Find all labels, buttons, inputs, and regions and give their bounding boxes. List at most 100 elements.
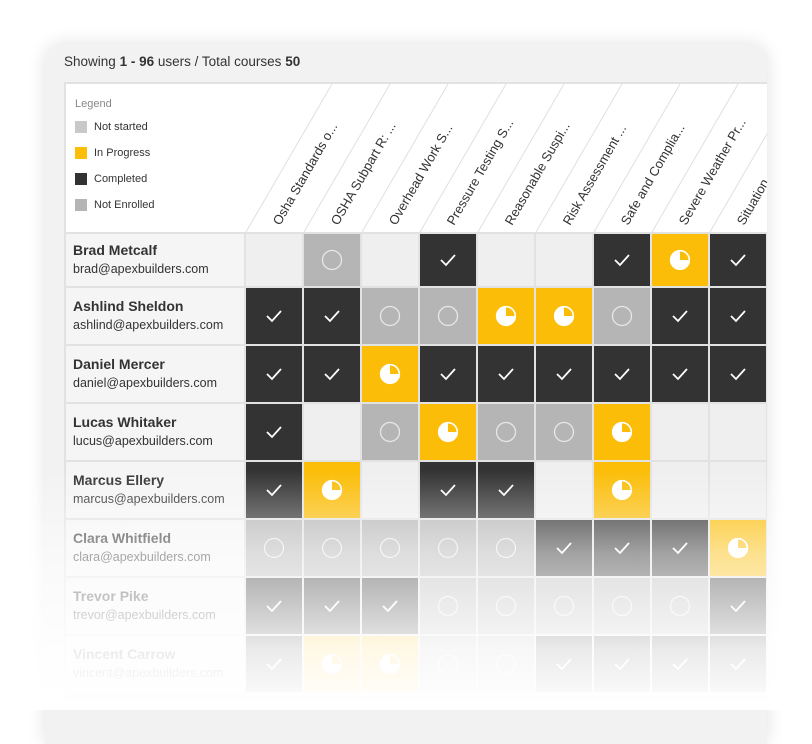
status-cell-in-progress[interactable] [478,288,534,344]
status-cell-completed[interactable] [246,578,302,634]
empty-circle-icon [611,595,633,617]
status-cell-not-enrolled[interactable] [710,462,766,518]
legend-item: Completed [75,166,155,192]
status-cell-completed[interactable] [652,520,708,576]
check-icon [555,541,573,555]
status-cell-not-started[interactable] [362,288,418,344]
status-cell-completed[interactable] [710,636,766,692]
status-cell-not-started[interactable] [478,404,534,460]
status-cell-not-started[interactable] [304,520,360,576]
status-cell-not-started[interactable] [362,404,418,460]
status-cell-not-started[interactable] [362,520,418,576]
status-cell-not-enrolled[interactable] [710,404,766,460]
status-cell-completed[interactable] [536,636,592,692]
user-cell: Brad Metcalf brad@apexbuilders.com [66,234,244,286]
status-cell-completed[interactable] [478,346,534,402]
status-cell-in-progress[interactable] [304,462,360,518]
empty-circle-icon [437,595,459,617]
status-cell-in-progress[interactable] [536,288,592,344]
status-cell-not-started[interactable] [246,520,302,576]
status-cell-completed[interactable] [420,234,476,286]
status-cell-completed[interactable] [304,288,360,344]
status-cell-not-started[interactable] [478,636,534,692]
course-header[interactable]: Overhead Work S... [386,121,456,227]
status-cell-completed[interactable] [246,636,302,692]
status-cell-completed[interactable] [652,288,708,344]
status-cell-completed[interactable] [246,404,302,460]
status-cell-not-started[interactable] [420,578,476,634]
check-icon [439,483,457,497]
status-cell-completed[interactable] [246,462,302,518]
status-cell-completed[interactable] [304,578,360,634]
status-cell-in-progress[interactable] [304,636,360,692]
status-cell-completed[interactable] [536,346,592,402]
status-cell-not-started[interactable] [478,578,534,634]
check-icon [265,599,283,613]
check-icon [613,253,631,267]
status-cell-completed[interactable] [478,462,534,518]
status-cell-in-progress[interactable] [652,234,708,286]
check-icon [671,657,689,671]
course-headers: Osha Standards o...OSHA Subpart R: ...Ov… [245,84,767,232]
empty-circle-icon [437,653,459,675]
course-header[interactable]: Safe and Complia... [618,121,688,227]
status-cell-completed[interactable] [246,346,302,402]
status-cell-completed[interactable] [362,578,418,634]
status-cell-not-started[interactable] [594,288,650,344]
status-cell-not-enrolled[interactable] [478,234,534,286]
status-cell-completed[interactable] [652,346,708,402]
status-cell-not-started[interactable] [536,578,592,634]
legend-swatch [75,173,87,185]
status-cell-completed[interactable] [710,578,766,634]
check-icon [323,367,341,381]
status-cell-not-started[interactable] [304,234,360,286]
status-cell-not-enrolled[interactable] [536,234,592,286]
status-cell-completed[interactable] [594,520,650,576]
status-cell-not-started[interactable] [594,578,650,634]
status-cell-completed[interactable] [594,234,650,286]
status-cell-not-started[interactable] [420,520,476,576]
empty-circle-icon [379,421,401,443]
status-cell-not-started[interactable] [652,578,708,634]
status-cell-not-enrolled[interactable] [246,234,302,286]
status-cell-in-progress[interactable] [594,462,650,518]
status-cell-completed[interactable] [420,462,476,518]
status-cell-not-enrolled[interactable] [362,462,418,518]
status-cell-in-progress[interactable] [594,404,650,460]
status-cell-completed[interactable] [710,346,766,402]
status-cell-completed[interactable] [710,288,766,344]
status-cell-completed[interactable] [652,636,708,692]
check-icon [265,657,283,671]
status-cell-completed[interactable] [246,288,302,344]
status-cell-in-progress[interactable] [362,346,418,402]
legend-swatch [75,199,87,211]
status-cell-completed[interactable] [594,636,650,692]
status-cell-not-started[interactable] [420,636,476,692]
course-header[interactable]: Situation... [734,167,767,228]
user-email: ashlind@apexbuilders.com [73,318,224,332]
status-cell-in-progress[interactable] [362,636,418,692]
status-cell-completed[interactable] [594,346,650,402]
status-cell-not-enrolled[interactable] [652,462,708,518]
status-cell-not-enrolled[interactable] [536,462,592,518]
status-cell-not-started[interactable] [420,288,476,344]
progress-pie-icon [611,421,633,443]
check-icon [497,483,515,497]
status-cell-in-progress[interactable] [420,404,476,460]
status-cell-completed[interactable] [536,520,592,576]
status-cell-completed[interactable] [710,234,766,286]
course-header[interactable]: Risk Assessment ... [560,122,630,228]
user-cell: Daniel Mercer daniel@apexbuilders.com [66,346,244,402]
status-cell-not-enrolled[interactable] [304,404,360,460]
status-cell-not-started[interactable] [536,404,592,460]
status-cell-completed[interactable] [420,346,476,402]
status-cell-in-progress[interactable] [710,520,766,576]
status-cell-not-enrolled[interactable] [362,234,418,286]
table-header: Osha Standards o... OSHA Subpart R: ... Ov… [66,84,767,232]
status-cell-not-enrolled[interactable] [652,404,708,460]
check-icon [729,253,747,267]
status-cell-not-started[interactable] [478,520,534,576]
header-divider [709,132,767,232]
status-cell-completed[interactable] [304,346,360,402]
header-divider [535,84,623,232]
